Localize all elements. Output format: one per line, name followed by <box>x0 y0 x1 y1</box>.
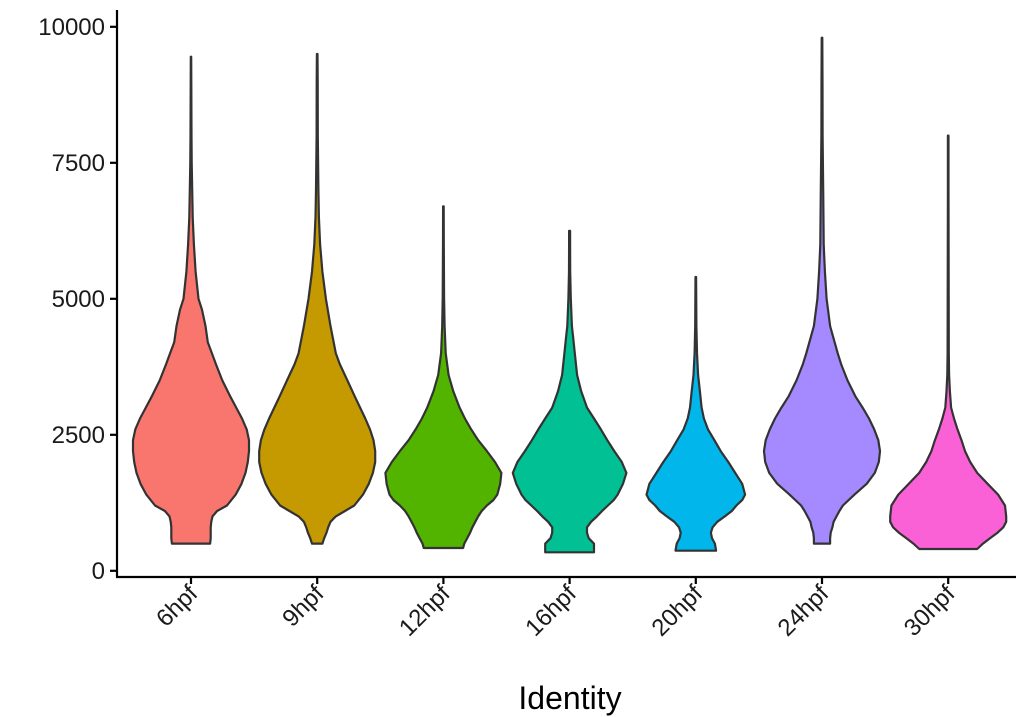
x-tick-label: 12hpf <box>394 580 456 642</box>
y-tick-label: 2500 <box>52 422 105 449</box>
violin-layer <box>131 36 1008 554</box>
y-axis-ticks: 0 2500 5000 7500 10000 <box>38 14 117 585</box>
x-tick-label: 24hpf <box>773 580 835 642</box>
violin-12hpf <box>384 205 503 550</box>
violin-16hpf <box>511 229 628 554</box>
violin-24hpf <box>762 36 882 545</box>
violin-6hpf <box>131 55 251 545</box>
y-tick-label: 7500 <box>52 150 105 177</box>
x-tick-label: 16hpf <box>520 580 582 642</box>
y-tick-label: 10000 <box>38 14 105 41</box>
x-tick-label: 6hpf <box>151 580 203 632</box>
y-tick-label: 0 <box>92 558 105 585</box>
axes <box>115 10 1016 579</box>
x-axis-ticks: 6hpf 9hpf 12hpf 16hpf 20hpf 24hpf 30hpf <box>151 577 961 642</box>
x-axis-title: Identity <box>518 680 621 716</box>
violin-20hpf <box>645 275 747 552</box>
violin-9hpf <box>258 52 377 545</box>
x-tick-label: 30hpf <box>899 580 961 642</box>
x-tick-label: 9hpf <box>277 580 329 632</box>
x-tick-label: 20hpf <box>646 580 708 642</box>
violin-30hpf <box>889 134 1008 551</box>
y-tick-label: 5000 <box>52 286 105 313</box>
